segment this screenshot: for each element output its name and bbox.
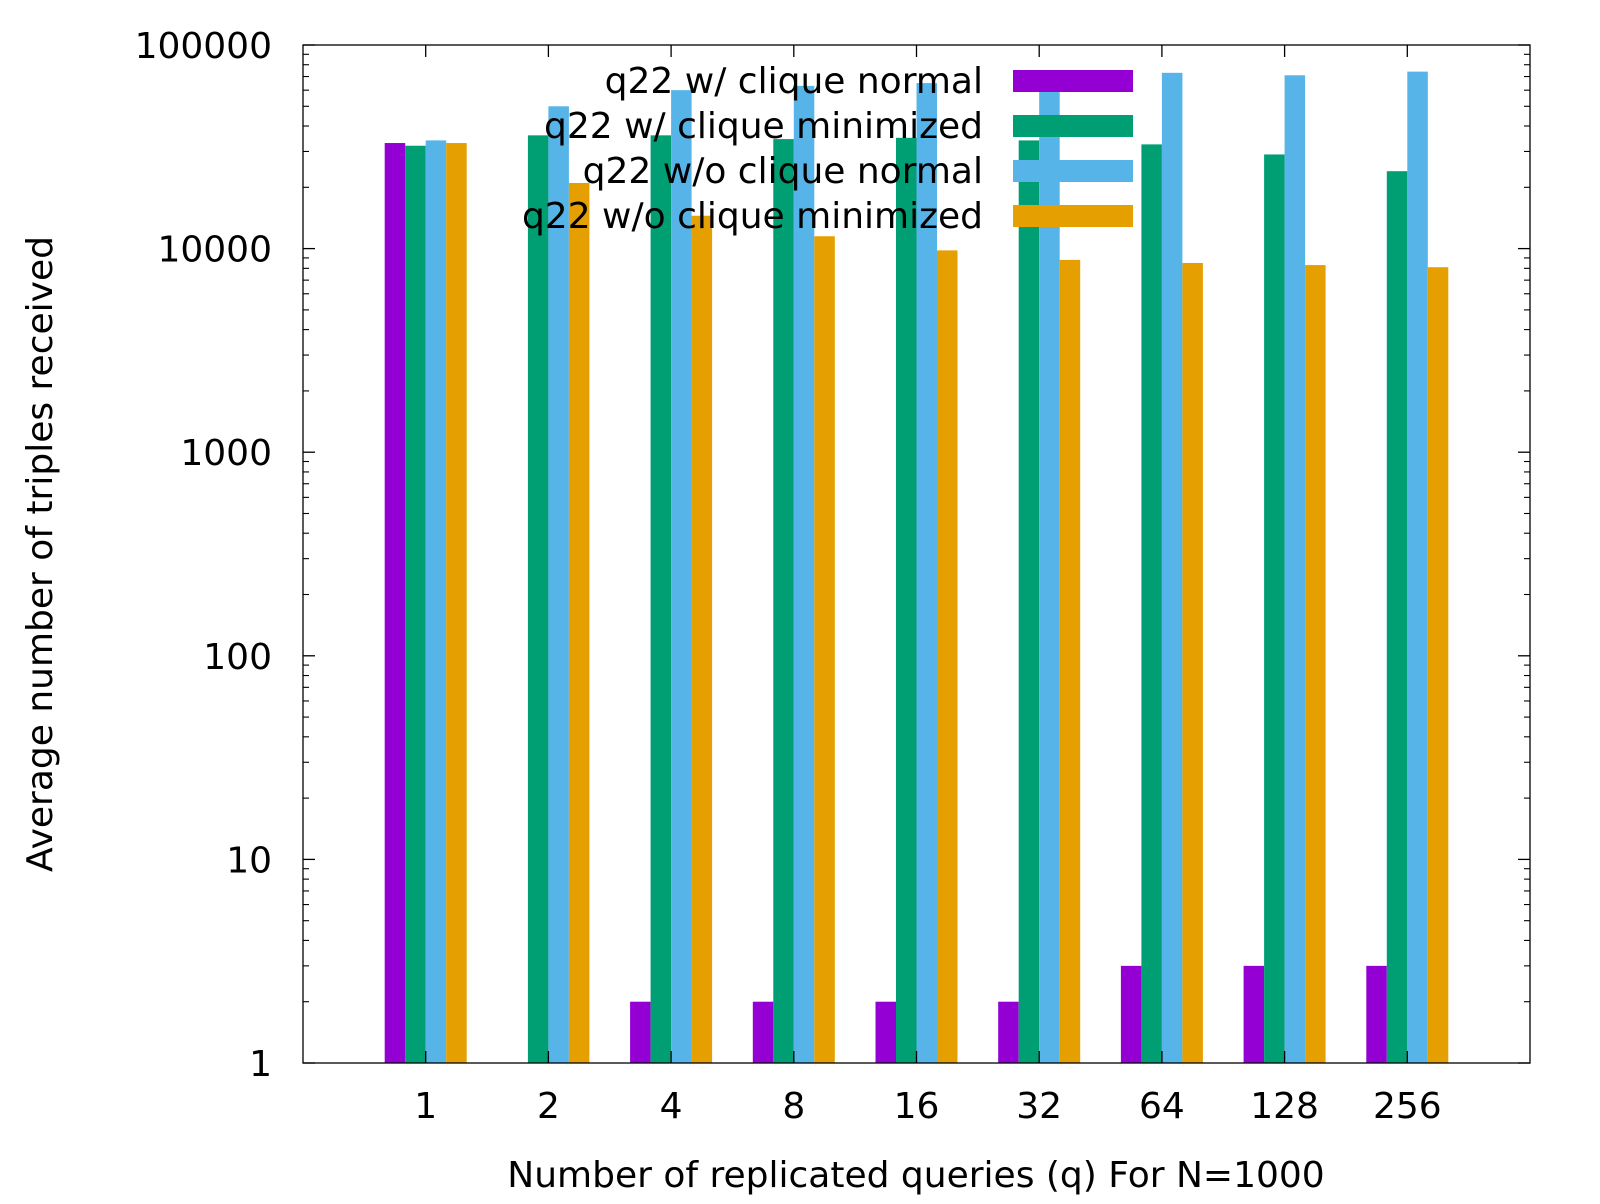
x-tick-label: 2 bbox=[537, 1086, 560, 1127]
bar-2-series-2 bbox=[527, 135, 549, 1064]
bar-128-series-2 bbox=[1264, 154, 1285, 1063]
bars-layer bbox=[384, 71, 1449, 1064]
bar-4-series-4 bbox=[691, 215, 713, 1063]
bar-4-series-3 bbox=[671, 90, 692, 1064]
bar-1-series-3 bbox=[425, 140, 447, 1063]
bar-32-series-2 bbox=[1018, 140, 1040, 1063]
legend-label: q22 w/o clique minimized bbox=[522, 196, 983, 237]
bar-2-series-3 bbox=[548, 106, 569, 1064]
y-tick-label: 1000 bbox=[180, 433, 272, 474]
bar-64-series-4 bbox=[1182, 262, 1203, 1064]
y-tick-label: 10000 bbox=[157, 230, 272, 271]
bar-16-series-4 bbox=[937, 250, 958, 1063]
x-tick-label: 64 bbox=[1139, 1086, 1185, 1127]
ticks-layer bbox=[303, 44, 1530, 1064]
legend-swatch bbox=[1013, 160, 1133, 182]
legend-swatch bbox=[1013, 205, 1133, 227]
bar-64-series-3 bbox=[1161, 72, 1183, 1063]
bar-8-series-3 bbox=[793, 85, 815, 1064]
legend-label: q22 w/ clique normal bbox=[605, 61, 983, 102]
x-axis-title: Number of replicated queries (q) For N=1… bbox=[507, 1155, 1324, 1196]
x-tick-label: 256 bbox=[1373, 1086, 1442, 1127]
bar-128-series-3 bbox=[1284, 75, 1306, 1063]
bar-256-series-2 bbox=[1386, 171, 1408, 1063]
bar-128-series-1 bbox=[1243, 965, 1265, 1063]
bar-2-series-4 bbox=[568, 183, 590, 1063]
bar-8-series-2 bbox=[773, 139, 794, 1064]
y-tick-label: 100 bbox=[203, 637, 272, 678]
x-tick-label: 16 bbox=[894, 1086, 940, 1127]
bar-256-series-1 bbox=[1366, 965, 1387, 1063]
bar-256-series-4 bbox=[1427, 267, 1449, 1064]
bar-32-series-4 bbox=[1059, 259, 1081, 1063]
labels-layer: 1 10 100 1000 10000 100000 1 2 4 8 16 32 64 128 256 bbox=[135, 26, 1442, 1127]
bar-4-series-1 bbox=[630, 1001, 651, 1063]
legend-swatch bbox=[1013, 70, 1133, 92]
y-axis-title: Average number of triples received bbox=[20, 236, 61, 872]
legend-label: q22 w/ clique minimized bbox=[544, 106, 983, 147]
bar-16-series-2 bbox=[896, 137, 917, 1063]
x-tick-label: 32 bbox=[1016, 1086, 1062, 1127]
bar-16-series-3 bbox=[916, 83, 937, 1064]
bar-8-series-4 bbox=[814, 236, 835, 1064]
y-tick-label: 10 bbox=[226, 840, 272, 881]
x-tick-label: 4 bbox=[660, 1086, 683, 1127]
bar-32-series-1 bbox=[998, 1001, 1019, 1063]
bar-32-series-3 bbox=[1039, 80, 1060, 1063]
y-tick-label: 1 bbox=[249, 1044, 272, 1085]
bar-256-series-3 bbox=[1407, 71, 1428, 1064]
bar-64-series-2 bbox=[1141, 144, 1162, 1063]
bar-1-series-1 bbox=[384, 143, 406, 1063]
bar-64-series-1 bbox=[1120, 965, 1142, 1063]
bar-1-series-2 bbox=[405, 145, 426, 1063]
bar-1-series-4 bbox=[446, 143, 467, 1063]
y-tick-label: 100000 bbox=[135, 26, 272, 67]
bar-8-series-1 bbox=[752, 1001, 774, 1063]
x-tick-label: 8 bbox=[782, 1086, 805, 1127]
bar-4-series-2 bbox=[650, 135, 672, 1064]
bar-128-series-4 bbox=[1305, 265, 1326, 1064]
bar-16-series-1 bbox=[875, 1001, 896, 1063]
x-tick-label: 1 bbox=[414, 1086, 437, 1127]
legend-swatch bbox=[1013, 115, 1133, 137]
legend-label: q22 w/o clique normal bbox=[583, 151, 983, 192]
x-tick-label: 128 bbox=[1250, 1086, 1319, 1127]
